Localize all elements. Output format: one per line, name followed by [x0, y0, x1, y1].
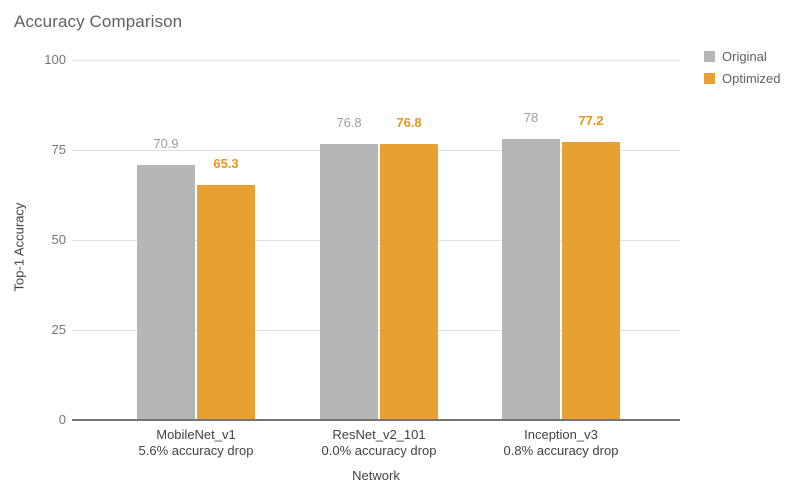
category-subtitle: 5.6% accuracy drop	[138, 443, 254, 458]
category-subtitle: 0.8% accuracy drop	[503, 443, 619, 458]
chart-title: Accuracy Comparison	[14, 12, 183, 31]
x-tick-label-mobilenet_v1: MobileNet_v1 5.6% accuracy drop	[86, 427, 306, 459]
legend-swatch-original-icon	[704, 51, 715, 62]
gridline	[72, 60, 680, 61]
y-tick-label: 25	[51, 322, 66, 337]
bar-value-label: 65.3	[213, 155, 239, 171]
legend-item-optimized: Optimized	[704, 71, 781, 86]
y-tick-label: 50	[51, 232, 66, 247]
legend-label-original: Original	[722, 49, 767, 64]
bar-value-label: 76.8	[336, 114, 362, 130]
x-tick-label-resnet_v2_101: ResNet_v2_101 0.0% accuracy drop	[269, 427, 489, 459]
category-name: Inception_v3	[524, 427, 598, 442]
bar-optimized-mobilenet_v1	[197, 184, 255, 420]
category-subtitle: 0.0% accuracy drop	[321, 443, 437, 458]
bar-value-label: 77.2	[578, 113, 604, 129]
y-tick-label: 75	[51, 142, 66, 157]
bar-optimized-inception_v3	[562, 142, 620, 420]
y-tick-label: 100	[44, 52, 66, 67]
bar-value-label: 78	[523, 110, 539, 126]
legend-swatch-optimized-icon	[704, 73, 715, 84]
legend: Original Optimized	[704, 49, 781, 94]
x-tick-label-inception_v3: Inception_v3 0.8% accuracy drop	[451, 427, 671, 459]
y-tick-label: 0	[58, 412, 66, 427]
bar-original-inception_v3	[502, 139, 560, 420]
x-axis-title: Network	[352, 468, 400, 483]
category-name: ResNet_v2_101	[332, 427, 426, 442]
bar-original-resnet_v2_101	[320, 143, 378, 420]
category-name: MobileNet_v1	[156, 427, 236, 442]
x-axis-baseline	[72, 419, 680, 421]
bar-value-label: 70.9	[153, 135, 179, 151]
y-axis-title: Top-1 Accuracy	[11, 202, 27, 292]
legend-label-optimized: Optimized	[722, 71, 781, 86]
bar-optimized-resnet_v2_101	[380, 143, 438, 420]
bar-value-label: 76.8	[396, 114, 422, 130]
legend-item-original: Original	[704, 49, 781, 64]
bar-original-mobilenet_v1	[137, 164, 195, 420]
